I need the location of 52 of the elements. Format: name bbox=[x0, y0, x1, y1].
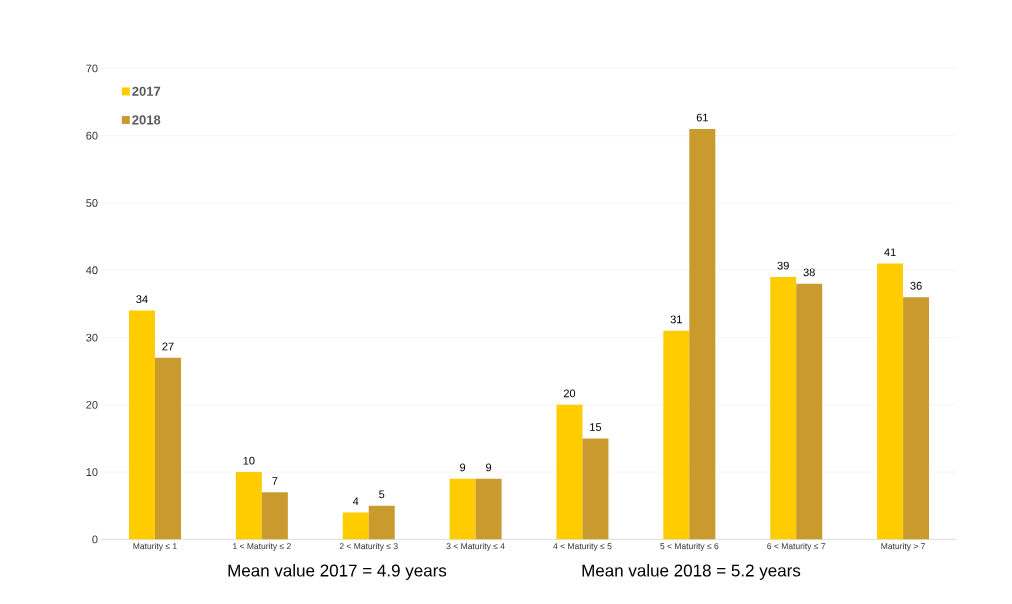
y-tick-label: 0 bbox=[92, 535, 98, 544]
data-label: 31 bbox=[670, 315, 682, 324]
data-label: 34 bbox=[136, 295, 148, 304]
bar bbox=[770, 276, 797, 540]
bar bbox=[877, 263, 904, 540]
data-label: 41 bbox=[884, 248, 896, 256]
bar bbox=[903, 297, 930, 540]
y-tick-label: 40 bbox=[86, 266, 98, 275]
y-tick-label: 60 bbox=[86, 131, 98, 140]
x-tick-label: Maturity > 7 bbox=[881, 542, 925, 551]
data-label: 4 bbox=[352, 497, 359, 505]
x-tick-label: 1 < Maturity ≤ 2 bbox=[233, 542, 291, 551]
x-tick-label: 5 < Maturity ≤ 6 bbox=[660, 542, 719, 551]
legend-label: 2018 bbox=[132, 115, 161, 125]
x-tick-label: 6 < Maturity ≤ 7 bbox=[767, 542, 826, 551]
bar bbox=[128, 310, 155, 540]
text: Mean value 2018 = 5.2 years bbox=[582, 564, 801, 580]
bar bbox=[342, 512, 369, 540]
x-tick-label: 2 < Maturity ≤ 3 bbox=[339, 542, 398, 551]
data-label: 61 bbox=[696, 113, 708, 122]
bar bbox=[582, 438, 609, 540]
data-label: 7 bbox=[272, 477, 278, 485]
data-label: 38 bbox=[803, 268, 815, 277]
x-tick-label: 4 < Maturity ≤ 5 bbox=[553, 542, 612, 551]
bar bbox=[261, 492, 288, 540]
x-tick-label: 3 < Maturity ≤ 4 bbox=[446, 542, 505, 551]
bar bbox=[689, 128, 716, 540]
y-tick-label: 10 bbox=[86, 468, 98, 476]
x-tick-label: Maturity ≤ 1 bbox=[133, 542, 177, 551]
legend-label: 2017 bbox=[132, 86, 161, 96]
data-label: 39 bbox=[777, 261, 789, 270]
data-label: 10 bbox=[243, 456, 255, 465]
bar bbox=[556, 404, 583, 540]
data-label: 20 bbox=[563, 389, 576, 398]
text: Mean value 2017 = 4.9 years bbox=[228, 564, 447, 580]
bar bbox=[235, 472, 262, 540]
y-tick-label: 30 bbox=[86, 333, 98, 342]
bar bbox=[154, 357, 181, 540]
bar bbox=[475, 478, 502, 540]
bar bbox=[796, 283, 823, 540]
y-tick-label: 70 bbox=[86, 64, 98, 73]
data-label: 15 bbox=[590, 423, 602, 431]
data-label: 27 bbox=[162, 342, 174, 351]
bar bbox=[449, 478, 476, 540]
data-label: 9 bbox=[486, 463, 492, 472]
y-tick-label: 20 bbox=[86, 400, 98, 409]
data-label: 9 bbox=[460, 463, 466, 472]
data-label: 5 bbox=[379, 490, 385, 499]
y-tick-label: 50 bbox=[86, 199, 98, 207]
bar bbox=[663, 330, 690, 540]
bar bbox=[368, 505, 395, 540]
data-label: 36 bbox=[910, 281, 922, 290]
